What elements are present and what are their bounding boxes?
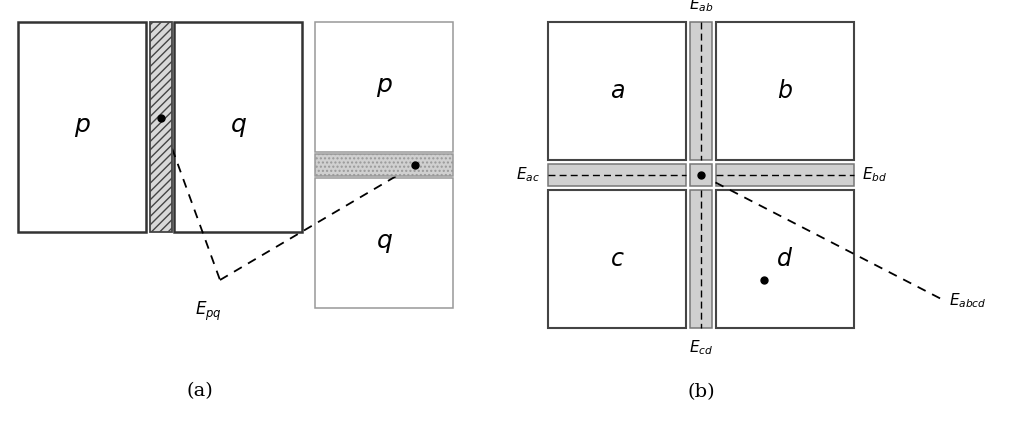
Bar xyxy=(548,22,686,160)
Text: (a): (a) xyxy=(186,382,213,400)
Text: $b$: $b$ xyxy=(777,79,793,102)
Bar xyxy=(315,22,453,152)
Text: $E_{abcd}$: $E_{abcd}$ xyxy=(949,291,986,310)
Text: $p$: $p$ xyxy=(376,76,392,99)
Text: $q$: $q$ xyxy=(376,232,392,255)
Bar xyxy=(690,22,712,160)
Text: $c$: $c$ xyxy=(609,247,625,270)
Text: (b): (b) xyxy=(687,383,715,401)
Text: $E_{bd}$: $E_{bd}$ xyxy=(862,166,887,184)
Bar xyxy=(174,22,302,232)
Text: $E_{cd}$: $E_{cd}$ xyxy=(689,338,713,357)
Text: $q$: $q$ xyxy=(229,116,247,139)
Bar xyxy=(18,22,146,232)
Bar xyxy=(315,154,453,176)
Bar xyxy=(716,190,854,328)
Bar xyxy=(690,164,712,186)
Bar xyxy=(716,164,854,186)
Bar xyxy=(716,22,854,160)
Bar xyxy=(548,164,686,186)
Text: $a$: $a$ xyxy=(609,79,625,102)
Text: $d$: $d$ xyxy=(776,247,794,270)
Bar xyxy=(150,22,172,232)
Text: $p$: $p$ xyxy=(74,116,90,139)
Text: $E_{ab}$: $E_{ab}$ xyxy=(689,0,713,14)
Bar xyxy=(690,190,712,328)
Bar xyxy=(315,178,453,308)
Text: $E_{pq}$: $E_{pq}$ xyxy=(195,300,222,323)
Bar xyxy=(548,190,686,328)
Text: $E_{ac}$: $E_{ac}$ xyxy=(516,166,540,184)
